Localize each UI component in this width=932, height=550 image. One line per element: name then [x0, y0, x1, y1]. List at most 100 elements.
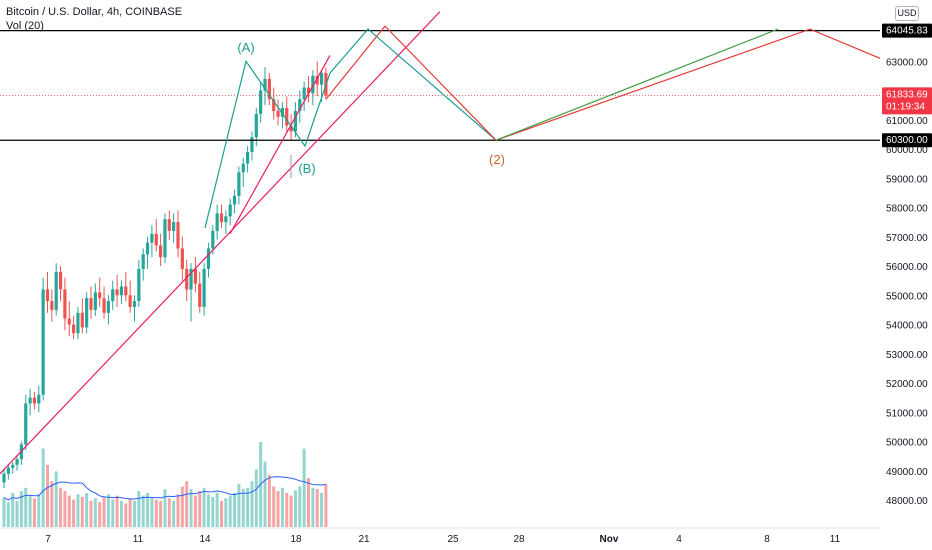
candle-body	[228, 204, 232, 217]
candle-body	[176, 222, 180, 249]
volume-moving-average	[3, 476, 326, 501]
volume-bar	[202, 487, 206, 527]
candle-body	[24, 403, 28, 445]
volume-bar	[246, 487, 250, 527]
volume-bar	[128, 498, 132, 527]
volume-bar	[54, 471, 58, 527]
candle-body	[159, 245, 163, 258]
candle-body	[98, 292, 102, 299]
volume-bar	[228, 495, 232, 527]
candle-body	[72, 324, 76, 334]
candle-body	[272, 99, 276, 111]
volume-bar	[298, 486, 302, 527]
volume-bar	[263, 461, 267, 527]
time-axis-label: 25	[447, 534, 459, 545]
candle-body	[102, 298, 106, 313]
price-axis-label: 59000.00	[886, 174, 928, 185]
candle-body	[45, 289, 50, 302]
volume-bar	[302, 448, 306, 527]
candle-body	[119, 286, 124, 296]
candle-body	[163, 219, 167, 258]
volume-bar	[150, 496, 154, 527]
candle-body	[280, 108, 284, 117]
top-level-tag-bg	[882, 23, 932, 38]
candle-body	[11, 464, 15, 468]
time-axis-label: 7	[45, 534, 51, 545]
price-axis-label: 54000.00	[886, 321, 928, 332]
time-axis-label: 11	[830, 534, 841, 545]
candle-body	[293, 110, 298, 132]
price-axis-label: 51000.00	[886, 408, 928, 419]
candle-body	[211, 230, 215, 249]
candle-body	[237, 172, 241, 196]
candle-body	[254, 113, 258, 138]
candle-body	[250, 137, 254, 152]
time-axis-label: 4	[676, 534, 682, 545]
price-axis-label: 50000.00	[886, 438, 928, 449]
volume-bar	[124, 503, 128, 527]
wave-label-b: (B)	[298, 161, 315, 176]
volume-bar	[193, 495, 197, 527]
candle-body	[67, 318, 71, 325]
candle-body	[154, 233, 158, 246]
candle-body	[111, 289, 115, 302]
volume-bar	[146, 493, 150, 527]
candle-body	[167, 219, 171, 231]
candle-body	[267, 78, 271, 100]
green-wave-projection	[495, 28, 779, 141]
candle-body	[128, 295, 132, 307]
volume-bar	[41, 448, 45, 527]
volume-bar	[224, 498, 228, 527]
candle-body	[106, 301, 110, 313]
candle-body	[215, 213, 219, 231]
volume-bar	[106, 494, 110, 527]
currency-badge[interactable]: USD	[895, 6, 919, 21]
volume-bar	[220, 500, 223, 527]
candle-body	[246, 151, 250, 164]
volume-bar	[233, 493, 237, 527]
time-axis[interactable]: 7 11 14 18 21 25 28 Nov 4 8 11	[0, 527, 880, 545]
price-axis[interactable]: 64000.0063000.0062000.0061000.0060000.00…	[886, 28, 928, 507]
plot-area[interactable]	[0, 0, 880, 528]
abc-wave-projection	[204, 28, 497, 229]
volume-bar	[32, 498, 36, 527]
volume-layer	[2, 442, 328, 527]
candle-body	[219, 213, 224, 223]
candle-body	[150, 233, 154, 243]
volume-bar	[6, 502, 10, 527]
volume-bar	[11, 493, 15, 527]
candle-body	[80, 312, 84, 328]
volume-bar	[176, 494, 180, 527]
candle-body	[93, 292, 97, 310]
support-tag-text: 60300.00	[886, 135, 928, 146]
symbol-title[interactable]: Bitcoin / U.S. Dollar, 4h, COINBASE	[6, 6, 183, 18]
volume-bar	[111, 499, 115, 527]
candle-body	[241, 163, 245, 173]
volume-bar	[24, 487, 28, 527]
drawings-layer[interactable]: (A) (B) (2)	[0, 11, 881, 475]
volume-bar	[307, 477, 310, 527]
volume-bar	[293, 490, 297, 527]
candle-body	[189, 268, 193, 290]
price-axis-label: 48000.00	[886, 496, 928, 507]
volume-bar	[237, 483, 241, 527]
candle-body	[132, 301, 137, 307]
volume-bar	[98, 502, 102, 527]
candle-body	[63, 289, 67, 319]
candle-body	[285, 108, 289, 126]
candle-body	[306, 87, 311, 94]
candle-body	[41, 289, 45, 395]
volume-bar	[89, 500, 93, 527]
price-axis-label: 55000.00	[886, 291, 928, 302]
volume-bar	[59, 487, 63, 527]
volume-bar	[320, 493, 324, 527]
volume-bar	[85, 493, 89, 527]
candle-body	[76, 312, 80, 334]
price-axis-label: 60000.00	[886, 145, 928, 156]
candle-body	[232, 195, 237, 205]
volume-indicator-label[interactable]: Vol (20)	[6, 20, 44, 32]
candle-body	[185, 268, 189, 290]
volume-bar	[198, 491, 202, 527]
